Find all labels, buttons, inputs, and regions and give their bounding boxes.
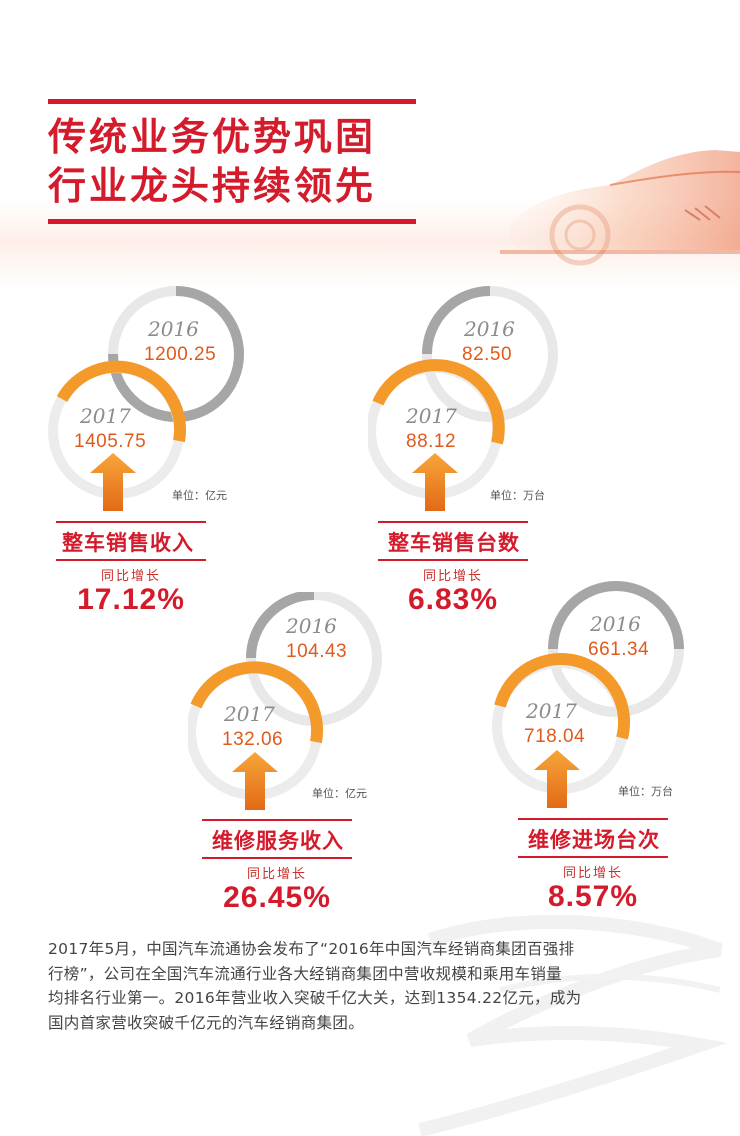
yoy-percentage: 26.45% <box>223 881 331 914</box>
curr-year: 2017 <box>80 404 131 428</box>
prev-year: 2016 <box>148 317 199 341</box>
title-rule-bottom <box>518 856 668 858</box>
title-rule-top <box>518 818 668 820</box>
ring-2016-arc <box>108 286 244 422</box>
prev-year: 2016 <box>464 317 515 341</box>
headline-line-1: 传统业务优势巩固 <box>48 115 377 159</box>
up-arrow-icon <box>232 752 278 810</box>
summary-paragraph: 2017年5月，中国汽车流通协会发布了“2016年中国汽车经销商集团百强排 行榜… <box>48 937 696 1035</box>
curr-year: 2017 <box>526 699 577 723</box>
stat-title: 整车销售收入 <box>62 531 194 555</box>
unit-label: 单位：亿元 <box>312 787 367 800</box>
ring-2016-arc <box>548 581 684 650</box>
curr-year: 2017 <box>406 404 457 428</box>
header-rule-top <box>48 99 416 104</box>
title-rule-bottom <box>378 559 528 561</box>
header-rule-bottom <box>48 219 416 224</box>
stat-title: 整车销售台数 <box>388 531 520 555</box>
stat-repair-visits: 2016 661.34 2017 718.04 单位：万台 维修进场台次 同比增… <box>490 578 740 938</box>
summary-line-2: 行榜”，公司在全国汽车流通行业各大经销商集团中营收规模和乘用车销量 <box>48 964 562 983</box>
ring-2016-arc <box>422 286 491 355</box>
car-illustration <box>500 150 740 266</box>
ring-2016-arc <box>246 592 315 659</box>
yoy-label: 同比增长 <box>100 569 161 584</box>
up-arrow-icon <box>90 453 136 511</box>
prev-value: 661.34 <box>588 639 650 660</box>
prev-value: 82.50 <box>462 344 513 365</box>
stat-vehicle-sales-units: 2016 82.50 2017 88.12 单位：万台 整车销售台数 同比增长 … <box>368 283 628 643</box>
summary-line-4: 国内首家营收突破千亿元的汽车经销商集团。 <box>48 1013 365 1032</box>
curr-value: 88.12 <box>406 431 457 452</box>
curr-value: 718.04 <box>524 726 586 747</box>
unit-label: 单位：万台 <box>490 489 545 502</box>
up-arrow-icon <box>412 453 458 511</box>
up-arrow-icon <box>534 750 580 808</box>
prev-year: 2016 <box>286 614 337 638</box>
curr-year: 2017 <box>224 702 275 726</box>
title-rule-top <box>378 521 528 523</box>
yoy-label: 同比增长 <box>246 867 307 882</box>
title-rule-bottom <box>56 559 206 561</box>
yoy-percentage: 8.57% <box>547 880 639 913</box>
unit-label: 单位：万台 <box>618 785 673 798</box>
prev-value: 1200.25 <box>144 344 217 365</box>
title-rule-bottom <box>202 857 352 859</box>
stat-title: 维修进场台次 <box>528 828 660 852</box>
headline-line-2: 行业龙头持续领先 <box>48 164 377 208</box>
ring-2017-arc <box>190 661 324 744</box>
unit-label: 单位：亿元 <box>172 489 227 502</box>
stat-repair-service-revenue: 2016 104.43 2017 132.06 单位：亿元 维修服务收入 同比增… <box>188 592 448 952</box>
stat-title: 维修服务收入 <box>212 829 344 853</box>
ring-2017-arc <box>56 360 186 443</box>
background-swoosh <box>418 914 728 1136</box>
prev-value: 104.43 <box>286 641 348 662</box>
ring-2017-arc <box>494 653 630 740</box>
yoy-percentage: 6.83% <box>407 583 499 616</box>
title-rule-top <box>56 521 206 523</box>
ring-2017-arc <box>372 359 505 445</box>
stat-vehicle-sales-revenue: 2016 1200.25 2017 1405.75 单位：亿元 整车销售收入 同… <box>48 283 308 643</box>
title-rule-top <box>202 819 352 821</box>
summary-line-1: 2017年5月，中国汽车流通协会发布了“2016年中国汽车经销商集团百强排 <box>48 940 575 958</box>
yoy-label: 同比增长 <box>422 569 483 584</box>
prev-year: 2016 <box>590 612 641 636</box>
summary-line-3: 均排名行业第一。2016年营业收入突破千亿大关，达到1354.22亿元，成为 <box>48 989 582 1007</box>
yoy-label: 同比增长 <box>562 866 623 881</box>
curr-value: 1405.75 <box>74 431 147 452</box>
yoy-percentage: 17.12% <box>77 583 185 616</box>
curr-value: 132.06 <box>222 729 284 750</box>
